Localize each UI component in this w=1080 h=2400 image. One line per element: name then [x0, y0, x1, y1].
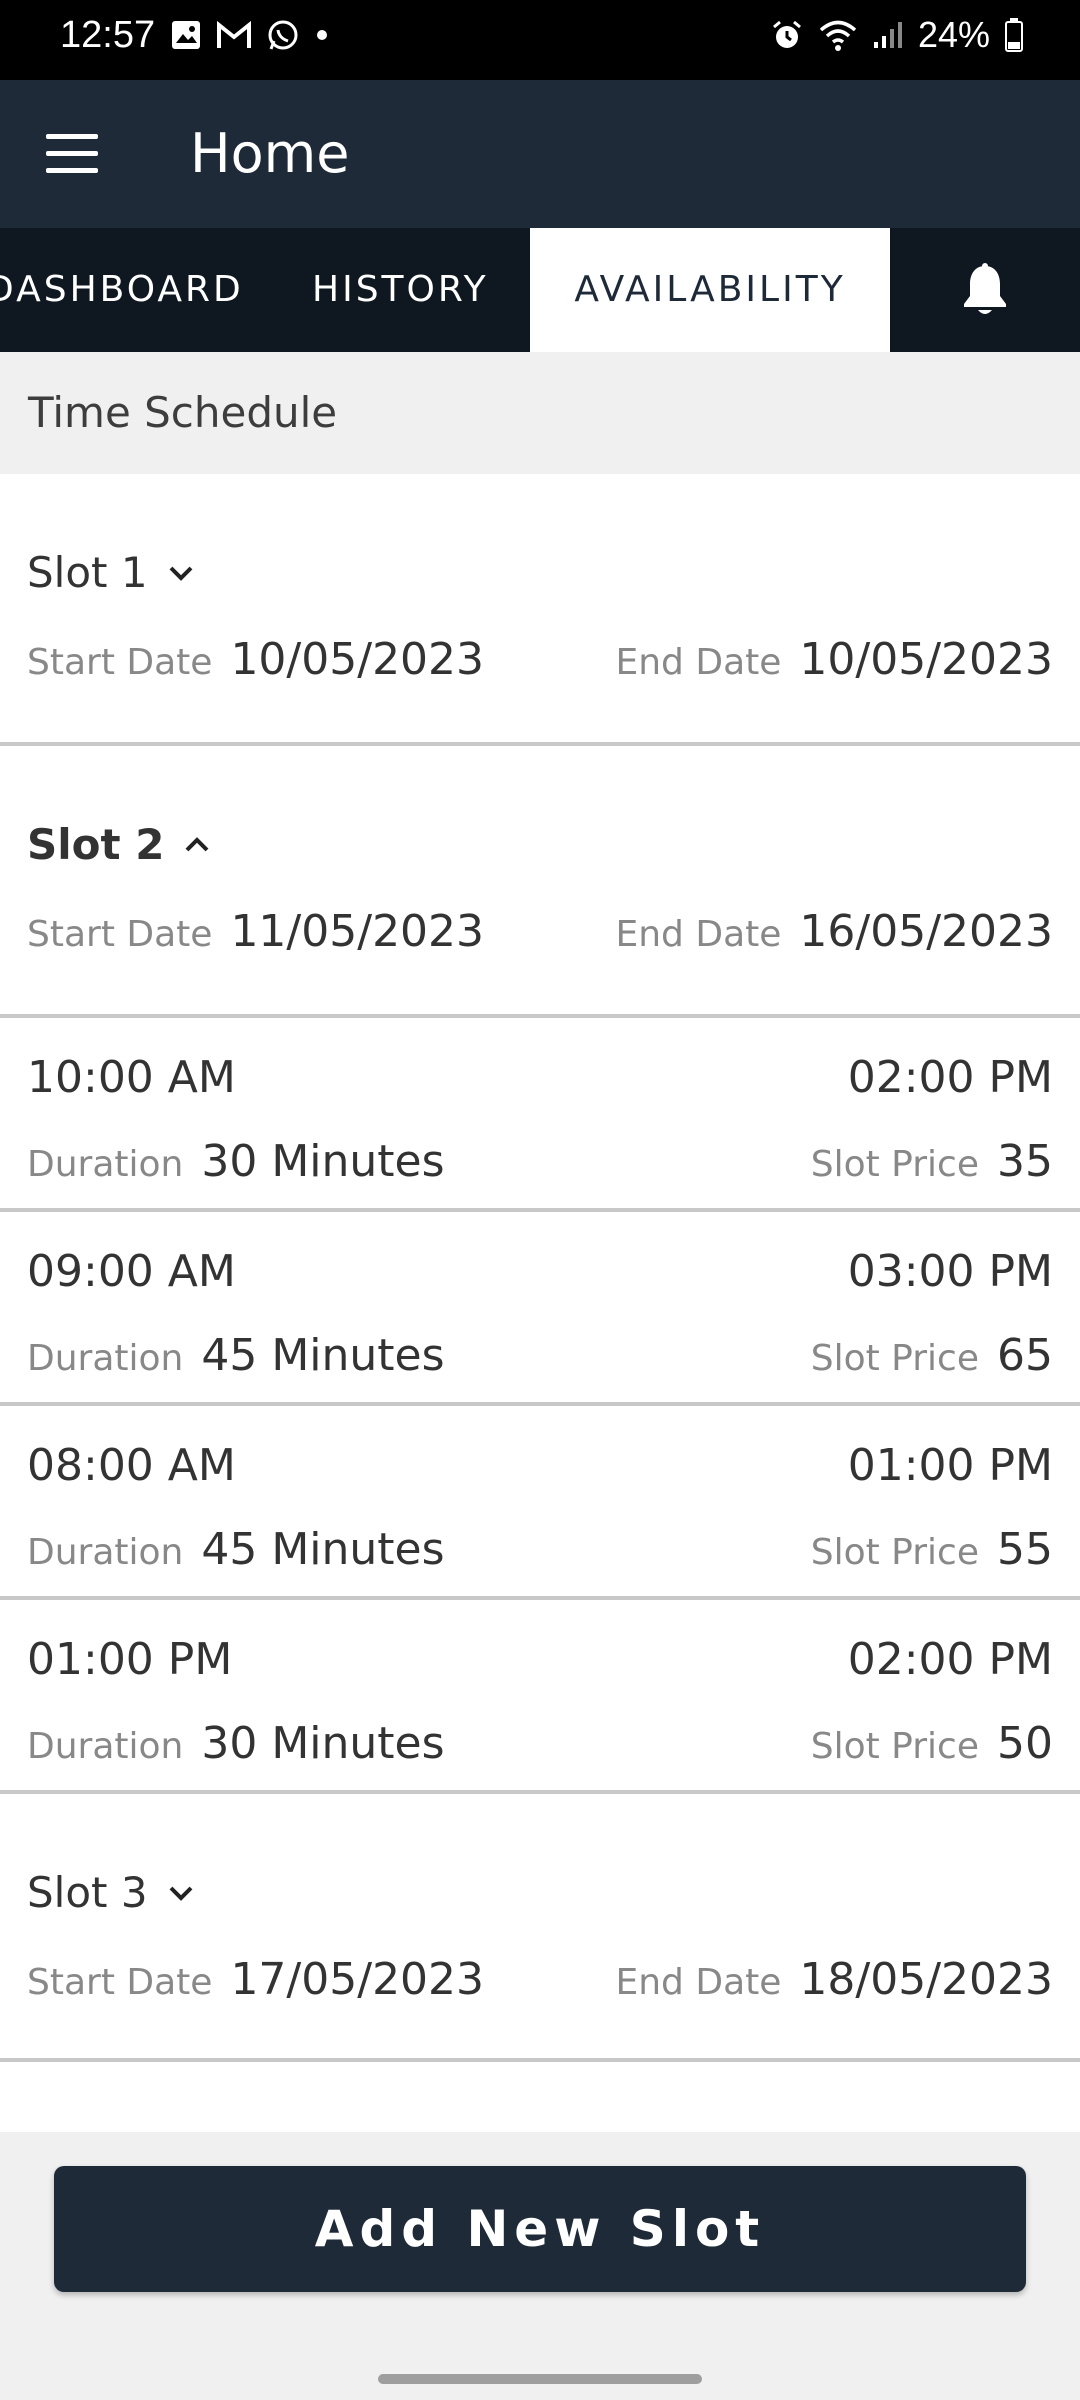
- slot-dates-row: Start Date 17/05/2023 End Date 18/05/2023: [27, 1954, 1053, 2005]
- slot-price-value: 65: [997, 1330, 1053, 1381]
- tab-dashboard[interactable]: DASHBOARD: [0, 269, 244, 310]
- status-time: 12:57: [60, 14, 156, 56]
- end-date-value: 16/05/2023: [799, 906, 1053, 957]
- duration-price-row: Duration 45 Minutes Slot Price 55: [27, 1524, 1053, 1575]
- chevron-down-icon: [169, 1886, 192, 1901]
- slot-price-value: 55: [997, 1524, 1053, 1575]
- slot-price-label: Slot Price: [810, 1726, 979, 1767]
- slot-title: Slot 2: [27, 820, 165, 869]
- app-bar: Home: [0, 80, 1080, 228]
- slot-item: Slot 3 Start Date 17/05/2023 End Date 18/0…: [0, 1794, 1080, 2062]
- slot-price-value: 35: [997, 1136, 1053, 1187]
- status-bar: 12:57 24%: [0, 0, 1080, 80]
- end-date-label: End Date: [615, 642, 782, 683]
- duration-value: 45 Minutes: [201, 1524, 445, 1575]
- time-slot-item[interactable]: 08:00 AM 01:00 PM Duration 45 Minutes Slo…: [0, 1406, 1080, 1600]
- dot-icon: [317, 30, 327, 40]
- duration-label: Duration: [27, 1532, 184, 1573]
- start-date-label: Start Date: [27, 914, 213, 955]
- chevron-down-icon: [169, 566, 192, 581]
- end-time: 01:00 PM: [847, 1440, 1053, 1491]
- page-title: Home: [190, 122, 350, 185]
- start-time: 09:00 AM: [27, 1246, 236, 1297]
- gallery-icon: [172, 21, 200, 49]
- duration-label: Duration: [27, 1726, 184, 1767]
- end-date-value: 18/05/2023: [799, 1954, 1053, 2005]
- section-title: Time Schedule: [28, 388, 338, 437]
- duration-price-row: Duration 30 Minutes Slot Price 50: [27, 1718, 1053, 1769]
- slot-header-toggle[interactable]: Slot 1: [27, 548, 196, 597]
- end-time: 02:00 PM: [847, 1052, 1053, 1103]
- duration-price-row: Duration 30 Minutes Slot Price 35: [27, 1136, 1053, 1187]
- slot-price-label: Slot Price: [810, 1144, 979, 1185]
- duration-value: 30 Minutes: [201, 1718, 445, 1769]
- end-time: 02:00 PM: [847, 1634, 1053, 1685]
- slot-title: Slot 3: [27, 1868, 148, 1917]
- time-range-row: 10:00 AM 02:00 PM: [27, 1052, 1053, 1103]
- slot-item: Slot 1 Start Date 10/05/2023 End Date 10/0…: [0, 474, 1080, 746]
- time-range-row: 09:00 AM 03:00 PM: [27, 1246, 1053, 1297]
- slot-header-toggle[interactable]: Slot 2: [27, 820, 212, 869]
- slot-price-label: Slot Price: [810, 1338, 979, 1379]
- time-slot-item[interactable]: 10:00 AM 02:00 PM Duration 30 Minutes Slo…: [0, 1018, 1080, 1212]
- battery-icon: [1005, 18, 1023, 52]
- time-slot-item[interactable]: 01:00 PM 02:00 PM Duration 30 Minutes Slo…: [0, 1600, 1080, 1794]
- duration-price-row: Duration 45 Minutes Slot Price 65: [27, 1330, 1053, 1381]
- slot-price-value: 50: [997, 1718, 1053, 1769]
- chevron-up-icon: [186, 836, 209, 851]
- gmail-icon: [217, 20, 251, 48]
- duration-value: 45 Minutes: [201, 1330, 445, 1381]
- end-date-label: End Date: [615, 1962, 782, 2003]
- tab-history[interactable]: HISTORY: [312, 269, 489, 310]
- slot-item: Slot 2 Start Date 11/05/2023 End Date 16/0…: [0, 746, 1080, 1018]
- start-time: 01:00 PM: [27, 1634, 233, 1685]
- alarm-icon: [772, 20, 801, 48]
- end-date-label: End Date: [615, 914, 782, 955]
- start-time: 08:00 AM: [27, 1440, 236, 1491]
- bottom-action-bar: Add New Slot: [0, 2132, 1080, 2400]
- duration-label: Duration: [27, 1338, 184, 1379]
- slot-header-toggle[interactable]: Slot 3: [27, 1868, 196, 1917]
- tab-availability[interactable]: AVAILABILITY: [530, 228, 890, 352]
- start-date-label: Start Date: [27, 1962, 213, 2003]
- slot-dates-row: Start Date 11/05/2023 End Date 16/05/2023: [27, 906, 1053, 957]
- time-range-row: 01:00 PM 02:00 PM: [27, 1634, 1053, 1685]
- whatsapp-icon: [268, 20, 298, 50]
- end-time: 03:00 PM: [847, 1246, 1053, 1297]
- end-date-value: 10/05/2023: [799, 634, 1053, 685]
- start-date-value: 10/05/2023: [230, 634, 485, 685]
- section-header: Time Schedule: [0, 352, 1080, 474]
- add-new-slot-button[interactable]: Add New Slot: [54, 2166, 1026, 2292]
- start-date-value: 11/05/2023: [230, 906, 485, 957]
- battery-percent: 24%: [917, 14, 990, 55]
- slot-list: Slot 1 Start Date 10/05/2023 End Date 10/0…: [0, 474, 1080, 2062]
- signal-icon: [873, 22, 902, 48]
- hamburger-menu-icon[interactable]: [46, 134, 98, 174]
- duration-value: 30 Minutes: [201, 1136, 445, 1187]
- slot-title: Slot 1: [27, 548, 148, 597]
- start-date-label: Start Date: [27, 642, 213, 683]
- slot-price-label: Slot Price: [810, 1532, 979, 1573]
- start-date-value: 17/05/2023: [230, 1954, 485, 2005]
- bell-icon[interactable]: [958, 262, 1012, 318]
- duration-label: Duration: [27, 1144, 184, 1185]
- home-indicator[interactable]: [378, 2374, 702, 2384]
- time-slot-item[interactable]: 09:00 AM 03:00 PM Duration 45 Minutes Slo…: [0, 1212, 1080, 1406]
- slot-dates-row: Start Date 10/05/2023 End Date 10/05/2023: [27, 634, 1053, 685]
- wifi-icon: [819, 20, 857, 51]
- tab-bar: DASHBOARD HISTORY AVAILABILITY: [0, 228, 1080, 352]
- start-time: 10:00 AM: [27, 1052, 236, 1103]
- time-range-row: 08:00 AM 01:00 PM: [27, 1440, 1053, 1491]
